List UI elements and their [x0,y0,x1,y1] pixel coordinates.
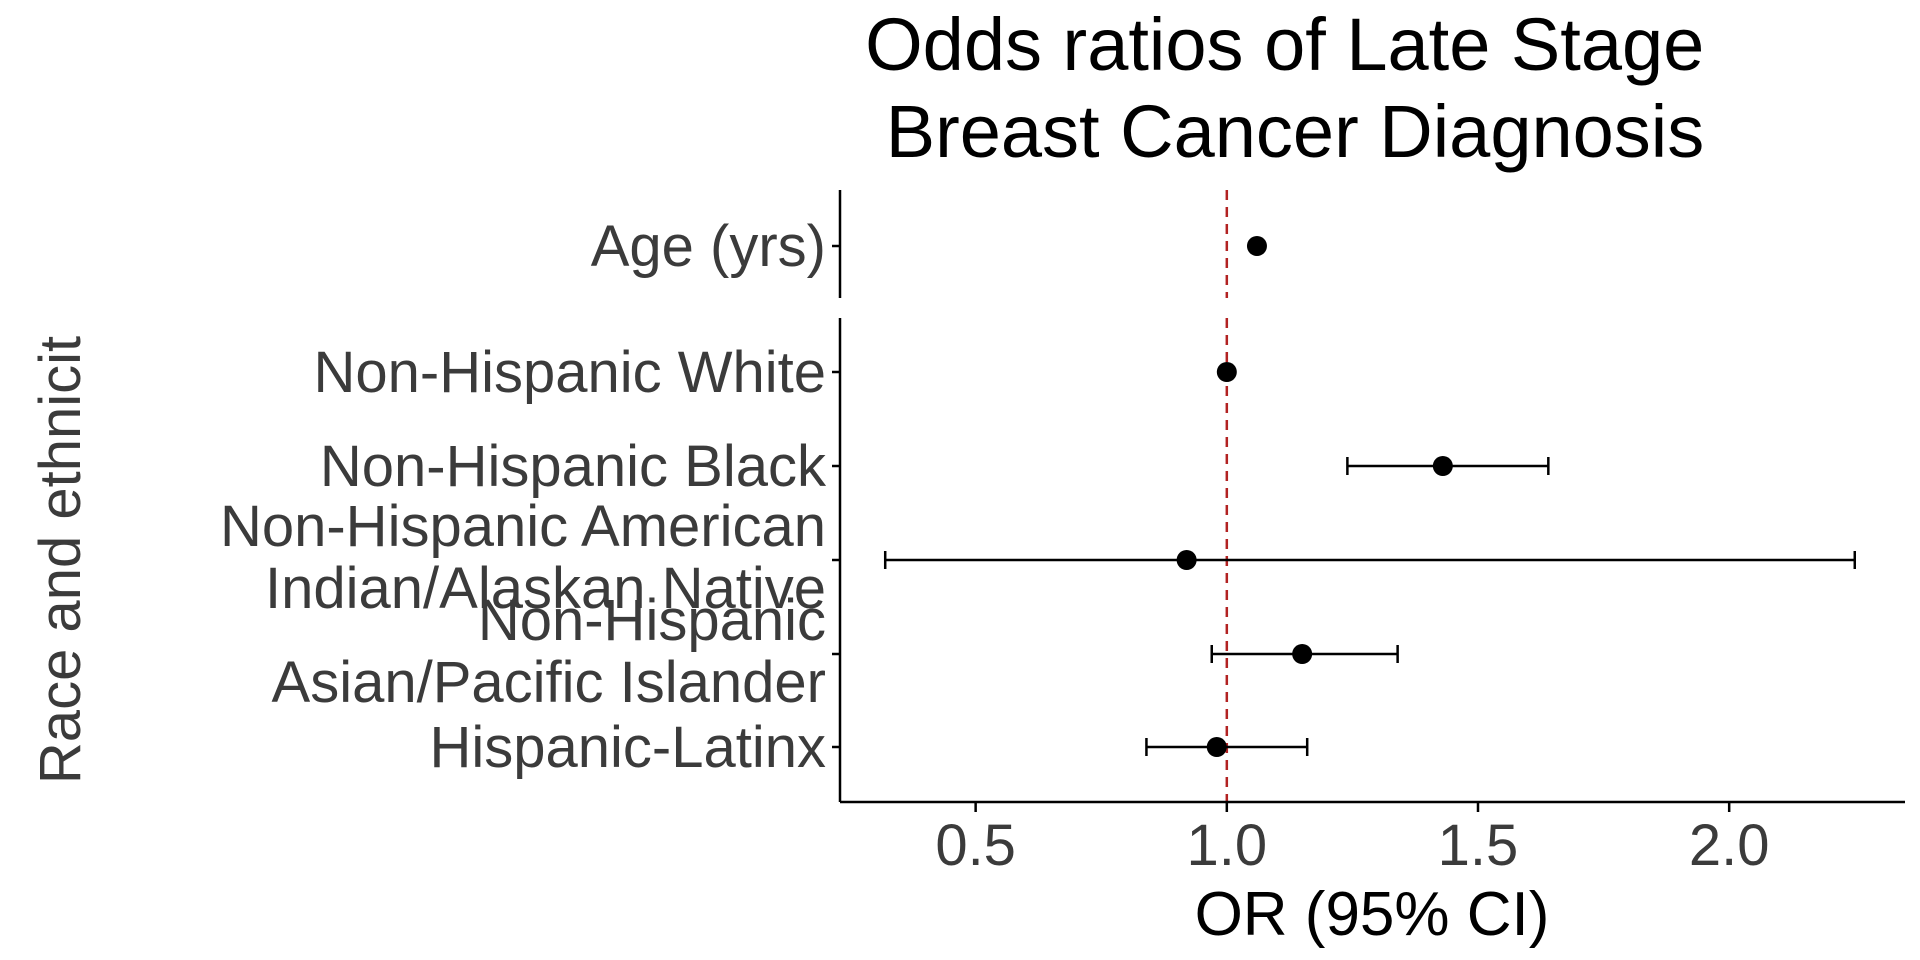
or-point [1432,456,1453,476]
y-axis-title: Race and ethnicit [28,336,93,784]
or-point [1206,737,1227,757]
y-tick-label: Non-Hispanic American Indian/Alaskan Nati… [220,494,826,621]
or-point [1246,236,1267,256]
chart-title-line-2: Breast Cancer Diagnosis [886,90,1704,173]
x-tick-label: 1.0 [1186,813,1267,878]
y-tick-label: Non-Hispanic Asian/Pacific Islander [272,588,826,715]
y-tick-label: Non-Hispanic White [313,340,826,405]
chart-title-line-1: Odds ratios of Late Stage [865,3,1704,86]
x-tick-label: 1.5 [1438,813,1519,878]
or-point [1176,550,1197,570]
chart-title: Odds ratios of Late Stage Breast Cancer … [865,3,1725,173]
or-point [1216,362,1237,382]
y-tick-label: Hispanic-Latinx [429,715,826,780]
or-point [1292,644,1313,664]
x-tick-label: 2.0 [1689,813,1770,878]
x-tick-label: 0.5 [935,813,1016,878]
y-tick-label: Age (yrs) [591,214,826,279]
y-tick-label: Non-Hispanic Black [320,434,827,499]
x-axis-title: OR (95% CI) [1195,880,1550,949]
